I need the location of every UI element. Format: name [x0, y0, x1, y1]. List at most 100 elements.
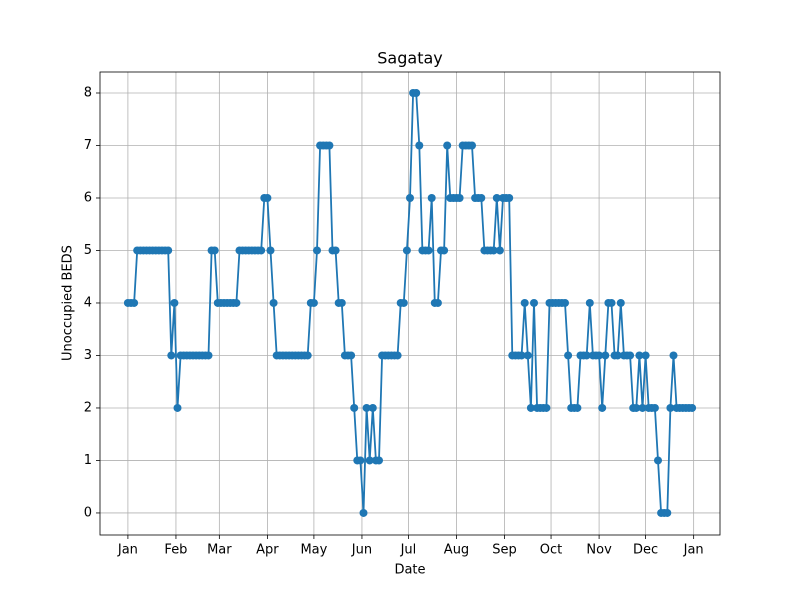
data-point	[443, 141, 452, 150]
data-point	[669, 351, 678, 360]
data-point	[477, 193, 486, 202]
data-point	[666, 403, 675, 412]
data-point	[313, 246, 321, 255]
data-point	[585, 298, 594, 307]
data-point	[455, 193, 464, 202]
data-point	[368, 403, 377, 412]
x-tick-label: Apr	[256, 543, 279, 558]
y-tick-label: 5	[84, 243, 92, 258]
data-point	[489, 246, 498, 255]
data-point	[257, 246, 266, 255]
data-point	[164, 246, 173, 255]
data-point	[263, 193, 272, 202]
x-tick-label: Jul	[400, 543, 417, 558]
data-point	[210, 246, 219, 255]
y-tick-label: 7	[84, 138, 92, 153]
y-axis-label: Unoccupied BEDS	[61, 245, 76, 361]
data-point	[337, 298, 346, 307]
data-point	[582, 351, 591, 360]
data-point	[406, 193, 414, 202]
data-point	[347, 351, 356, 360]
chart-title: Sagatay	[377, 49, 442, 68]
y-tick-label: 3	[84, 348, 92, 363]
data-point	[607, 298, 616, 307]
data-point	[654, 456, 662, 465]
data-point	[613, 351, 622, 360]
data-point	[626, 351, 635, 360]
x-tick-label: Nov	[586, 543, 612, 558]
data-point	[232, 298, 241, 307]
data-point	[303, 351, 312, 360]
data-point	[616, 298, 625, 307]
data-point	[663, 508, 672, 517]
data-point	[375, 456, 383, 465]
x-tick-label: Mar	[207, 543, 232, 558]
data-point	[561, 298, 569, 307]
data-point	[331, 246, 340, 255]
data-point	[350, 403, 359, 412]
data-point	[424, 246, 433, 255]
x-tick-label: Feb	[164, 543, 187, 558]
x-tick-label: Sep	[492, 543, 517, 558]
y-tick-label: 8	[84, 85, 92, 100]
data-point	[650, 403, 659, 412]
data-point	[402, 246, 411, 255]
x-tick-label: Oct	[540, 543, 562, 558]
data-point	[468, 141, 476, 150]
data-point	[641, 351, 650, 360]
y-tick-label: 6	[84, 190, 92, 205]
data-point	[492, 193, 501, 202]
data-point	[365, 456, 374, 465]
x-tick-label: Dec	[633, 543, 658, 558]
data-point	[167, 351, 176, 360]
data-point	[173, 403, 182, 412]
data-point	[601, 351, 610, 360]
data-point	[517, 351, 526, 360]
y-tick-label: 1	[84, 453, 92, 468]
data-point	[325, 141, 334, 150]
data-point	[638, 403, 647, 412]
x-axis-label: Date	[394, 563, 425, 578]
y-tick-label: 4	[84, 295, 92, 310]
data-point	[204, 351, 213, 360]
y-tick-label: 0	[84, 505, 92, 520]
data-point	[542, 403, 551, 412]
x-tick-label: Aug	[444, 543, 469, 558]
data-point	[266, 246, 275, 255]
data-point	[359, 508, 368, 517]
x-tick-label: Jan	[683, 543, 704, 558]
x-tick-label: May	[300, 543, 327, 558]
plot-frame	[99, 71, 721, 536]
data-point	[427, 193, 436, 202]
y-tick-label: 2	[84, 400, 92, 415]
data-point	[309, 298, 318, 307]
data-point	[564, 351, 573, 360]
data-point	[526, 403, 535, 412]
data-point	[688, 403, 697, 412]
x-tick-label: Jan	[117, 543, 138, 558]
data-point	[130, 298, 139, 307]
data-point	[393, 351, 402, 360]
data-point	[573, 403, 582, 412]
data-point	[598, 403, 607, 412]
data-point	[170, 298, 179, 307]
data-point	[595, 351, 604, 360]
data-point	[362, 403, 371, 412]
x-tick-label: Jun	[351, 543, 372, 558]
data-point	[415, 141, 424, 150]
data-point	[440, 246, 449, 255]
data-point	[523, 351, 532, 360]
data-point	[530, 298, 538, 307]
data-point	[495, 246, 504, 255]
data-point	[635, 351, 644, 360]
data-point	[632, 403, 641, 412]
data-point	[356, 456, 365, 465]
data-point	[269, 298, 278, 307]
data-point	[433, 298, 442, 307]
data-point	[505, 193, 514, 202]
data-point	[399, 298, 408, 307]
data-point	[412, 88, 421, 97]
data-point	[520, 298, 529, 307]
